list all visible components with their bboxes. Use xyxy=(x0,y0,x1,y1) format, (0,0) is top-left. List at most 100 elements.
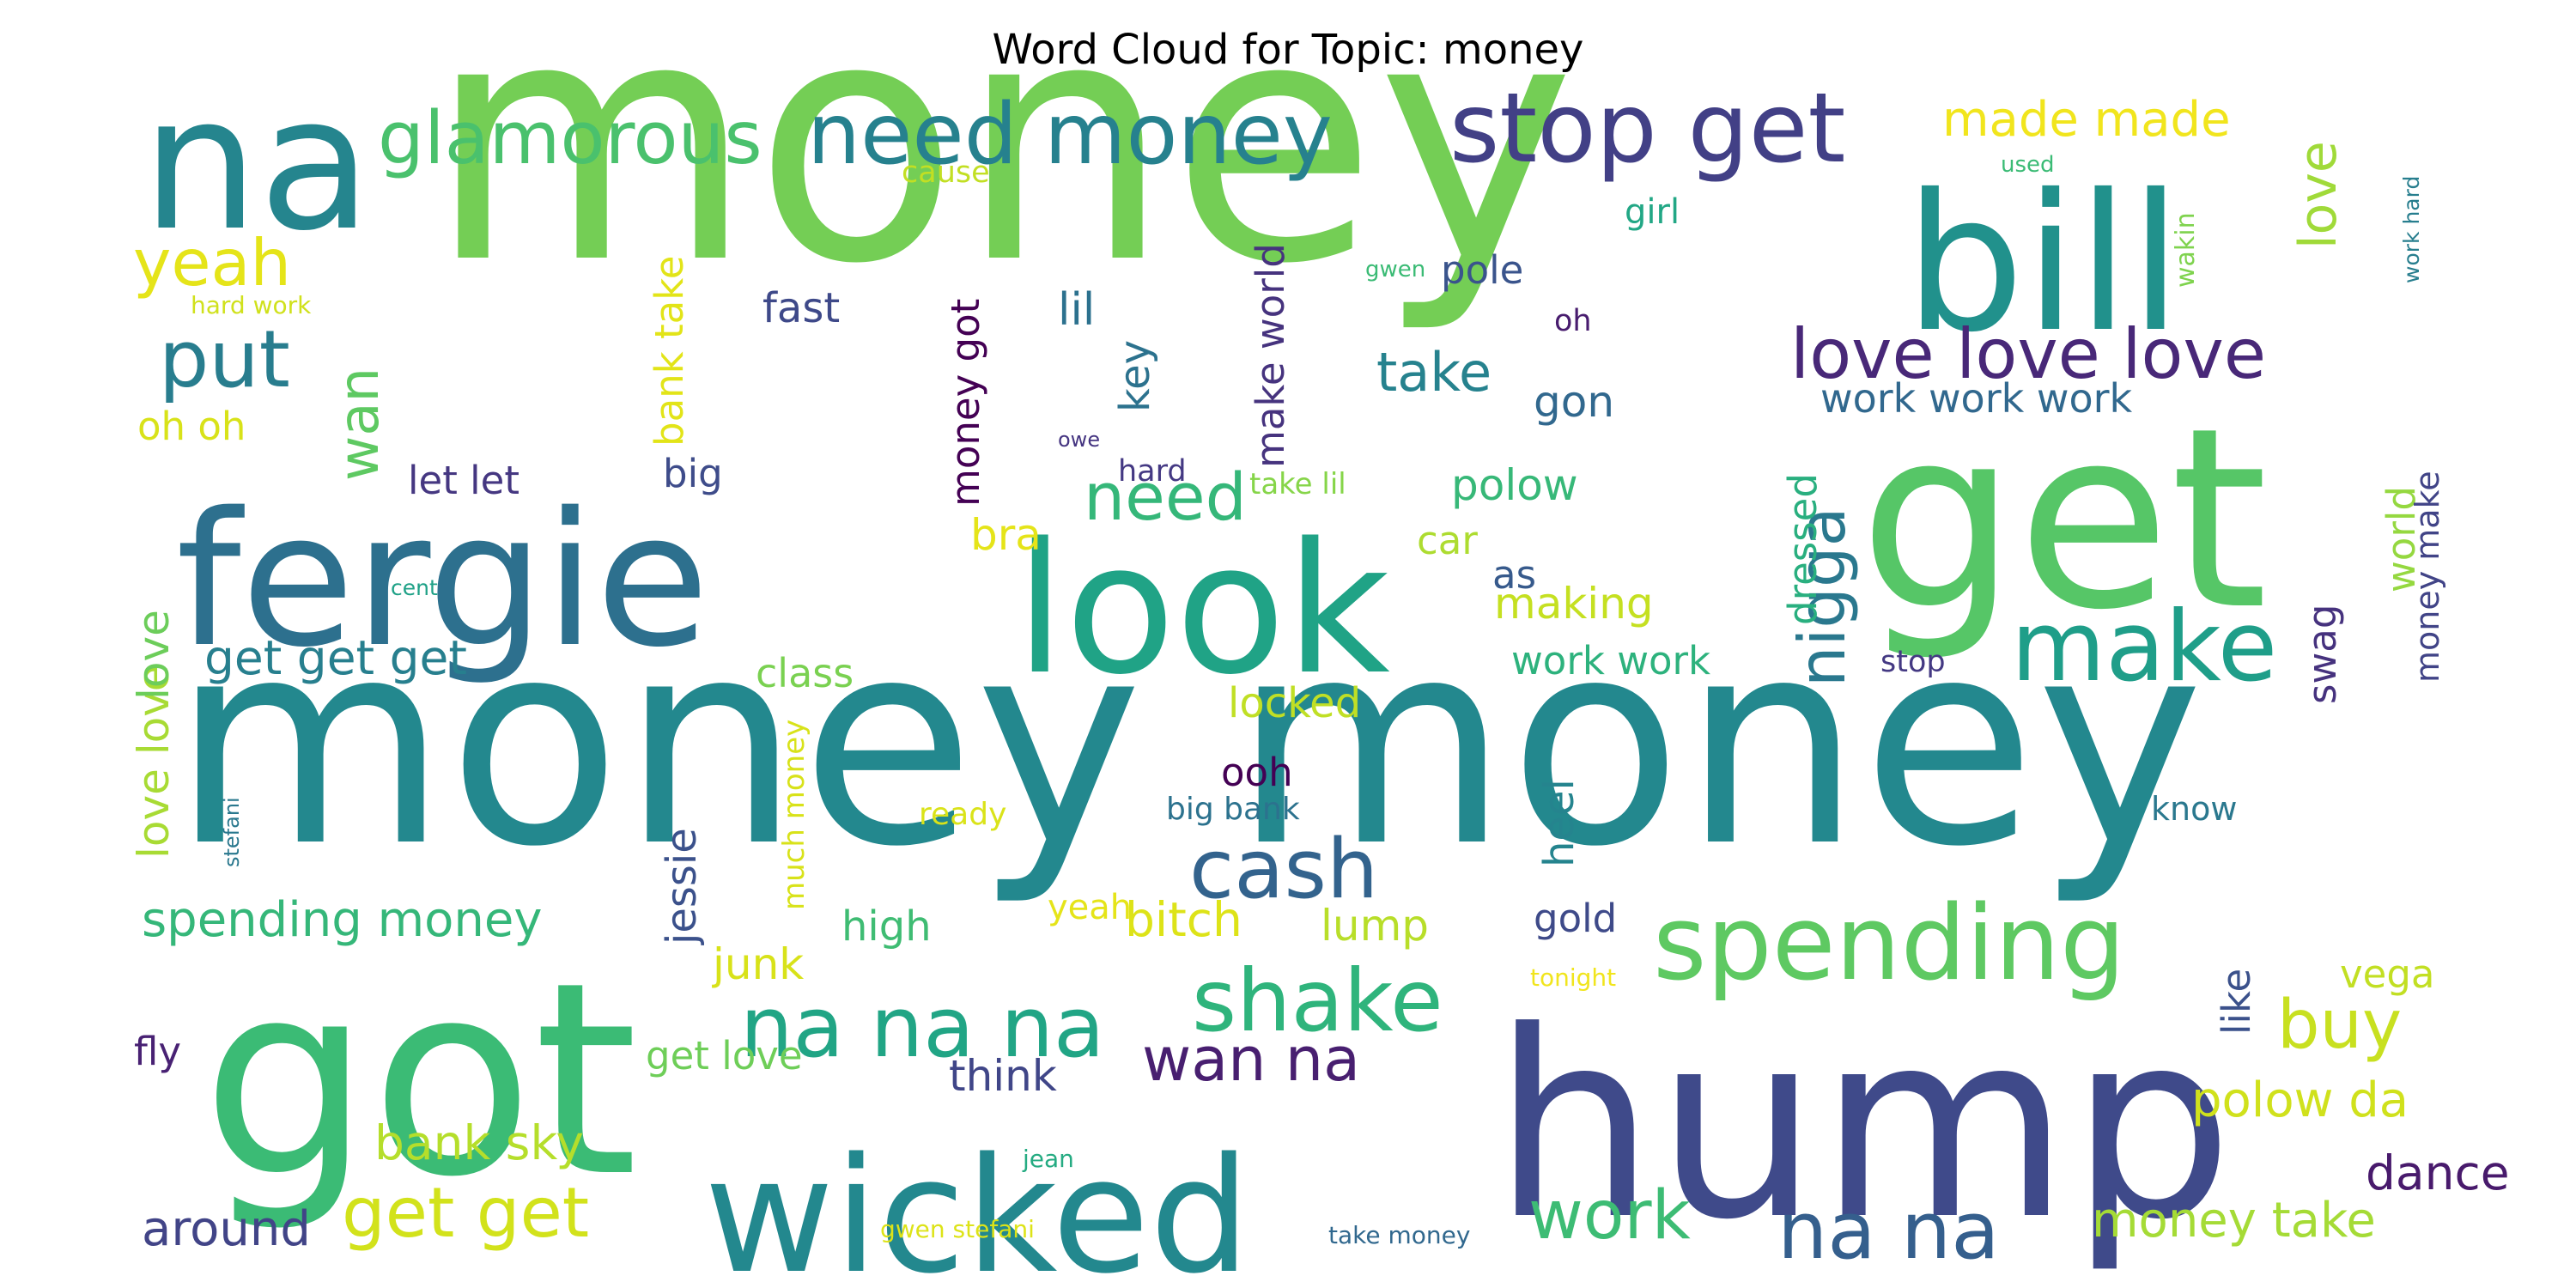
word-big-60: big xyxy=(663,451,723,496)
word-love-36: love xyxy=(2288,141,2348,249)
word-bill-8: bill xyxy=(1905,154,2182,374)
word-get-get-21: get get xyxy=(342,1173,589,1253)
word-money-0: money xyxy=(428,0,1575,337)
word-hump-3: hump xyxy=(1492,976,2233,1276)
word-put-19: put xyxy=(159,313,290,405)
word-make-14: make xyxy=(2011,590,2277,703)
word-oh-oh-59: oh oh xyxy=(137,404,246,449)
word-bank-sky-38: bank sky xyxy=(374,1115,584,1170)
word-wan-32: wan xyxy=(328,368,392,481)
word-cash-15: cash xyxy=(1189,823,1378,917)
word-wakin-94: wakin xyxy=(2171,212,2201,288)
word-big-bank-75: big bank xyxy=(1166,792,1300,827)
word-shake-16: shake xyxy=(1192,951,1443,1051)
word-lump-68: lump xyxy=(1321,901,1429,951)
word-need-money-11: need money xyxy=(807,86,1333,184)
word-money-take-34: money take xyxy=(2092,1193,2376,1249)
word-take-money-100: take money xyxy=(1328,1221,1470,1249)
word-hard-work-90: hard work xyxy=(191,291,312,319)
word-fly-73: fly xyxy=(134,1029,181,1074)
word-dance-35: dance xyxy=(2366,1145,2510,1200)
word-bitch-67: bitch xyxy=(1125,892,1242,947)
word-fergie-5: fergie xyxy=(176,472,709,688)
word-pole-57: pole xyxy=(1441,247,1523,293)
word-take-lil-86: take lil xyxy=(1249,467,1346,501)
word-ooh-64: ooh xyxy=(1221,750,1293,795)
word-spending-money-30: spending money xyxy=(142,892,543,948)
word-bank-take-45: bank take xyxy=(647,256,692,447)
word-gwen-91: gwen xyxy=(1365,257,1425,283)
word-nigga-25: nigga xyxy=(1784,507,1860,687)
word-love-love-41: love love xyxy=(129,665,179,859)
word-wicked-7: wicked xyxy=(704,1123,1250,1288)
word-swag-79: swag xyxy=(2300,605,2345,704)
word-money-money-1: money money xyxy=(172,579,2204,908)
word-tonight-97: tonight xyxy=(1530,963,1616,992)
word-cent-95: cent xyxy=(391,575,438,600)
word-get-4: get xyxy=(1859,375,2268,665)
word-made-made-27: made made xyxy=(1942,92,2231,148)
word-used-92: used xyxy=(2001,152,2055,178)
word-spending-13: spending xyxy=(1653,884,2125,1004)
word-money-make-78: money make xyxy=(2409,471,2446,683)
word-na-na-na-17: na na na xyxy=(740,979,1104,1076)
word-work-22: work xyxy=(1528,1177,1691,1255)
word-lil-54: lil xyxy=(1058,284,1095,336)
word-work-work-49: work work xyxy=(1511,638,1710,683)
word-jean-98: jean xyxy=(1022,1145,1074,1173)
word-na-9: na xyxy=(142,56,372,271)
word-key-55: key xyxy=(1111,340,1159,412)
word-glamorous-12: glamorous xyxy=(378,96,762,181)
word-yeah-24: yeah xyxy=(133,225,291,301)
word-get-love-72: get love xyxy=(646,1033,803,1078)
word-as-63: as xyxy=(1492,552,1536,598)
word-world-77: world xyxy=(2379,486,2424,592)
word-fast-53: fast xyxy=(762,284,840,332)
word-polow-40: polow xyxy=(1451,460,1578,510)
word-stefani-96: stefani xyxy=(220,797,244,867)
word-locked-51: locked xyxy=(1228,679,1361,727)
word-buy-26: buy xyxy=(2277,987,2402,1064)
word-know-83: know xyxy=(2151,790,2237,828)
word-money-got-43: money got xyxy=(943,299,988,507)
word-much-money-74: much money xyxy=(777,720,811,910)
word-take-29: take xyxy=(1376,341,1492,404)
word-dressed-82: dressed xyxy=(1780,473,1826,625)
word-like-80: like xyxy=(2214,969,2259,1035)
word-work-work-work-39: work work work xyxy=(1820,375,2133,422)
word-stop-84: stop xyxy=(1880,645,1946,679)
word-think-71: think xyxy=(949,1051,1057,1101)
word-na-na-18: na na xyxy=(1777,1185,2000,1277)
word-owe-88: owe xyxy=(1058,428,1100,452)
word-stop-get-10: stop get xyxy=(1449,73,1845,185)
chart-title: Word Cloud for Topic: money xyxy=(992,26,1584,74)
word-gon-56: gon xyxy=(1534,377,1614,427)
word-polow-da-33: polow da xyxy=(2191,1072,2409,1128)
word-jessie-46: jessie xyxy=(658,828,706,945)
word-vega-81: vega xyxy=(2340,951,2434,997)
word-bra-61: bra xyxy=(970,510,1042,560)
word-work-hard-93: work hard xyxy=(2399,176,2424,283)
word-around-37: around xyxy=(142,1201,311,1257)
word-get-get-get-31: get get get xyxy=(204,630,467,685)
word-junk-70: junk xyxy=(712,939,804,989)
word-ready-76: ready xyxy=(919,797,1006,832)
word-making-50: making xyxy=(1494,579,1654,629)
word-gwen-stefani-99: gwen stefani xyxy=(880,1215,1035,1243)
word-let-let-48: let let xyxy=(408,458,519,503)
word-gold-66: gold xyxy=(1534,896,1617,941)
word-car-62: car xyxy=(1417,518,1478,563)
word-cause-89: cause xyxy=(902,155,990,190)
word-high-69: high xyxy=(841,902,932,951)
word-wan-na-23: wan na xyxy=(1142,1024,1360,1095)
word-hard-87: hard xyxy=(1118,454,1187,489)
word-make-world-44: make world xyxy=(1248,243,1293,468)
word-heel-65: heel xyxy=(1535,779,1583,867)
word-yeah-52: yeah xyxy=(1048,888,1132,927)
word-love-42: love xyxy=(129,610,179,700)
word-look-6: look xyxy=(1015,504,1390,714)
word-got-2: got xyxy=(202,926,638,1236)
word-class-47: class xyxy=(756,650,854,696)
